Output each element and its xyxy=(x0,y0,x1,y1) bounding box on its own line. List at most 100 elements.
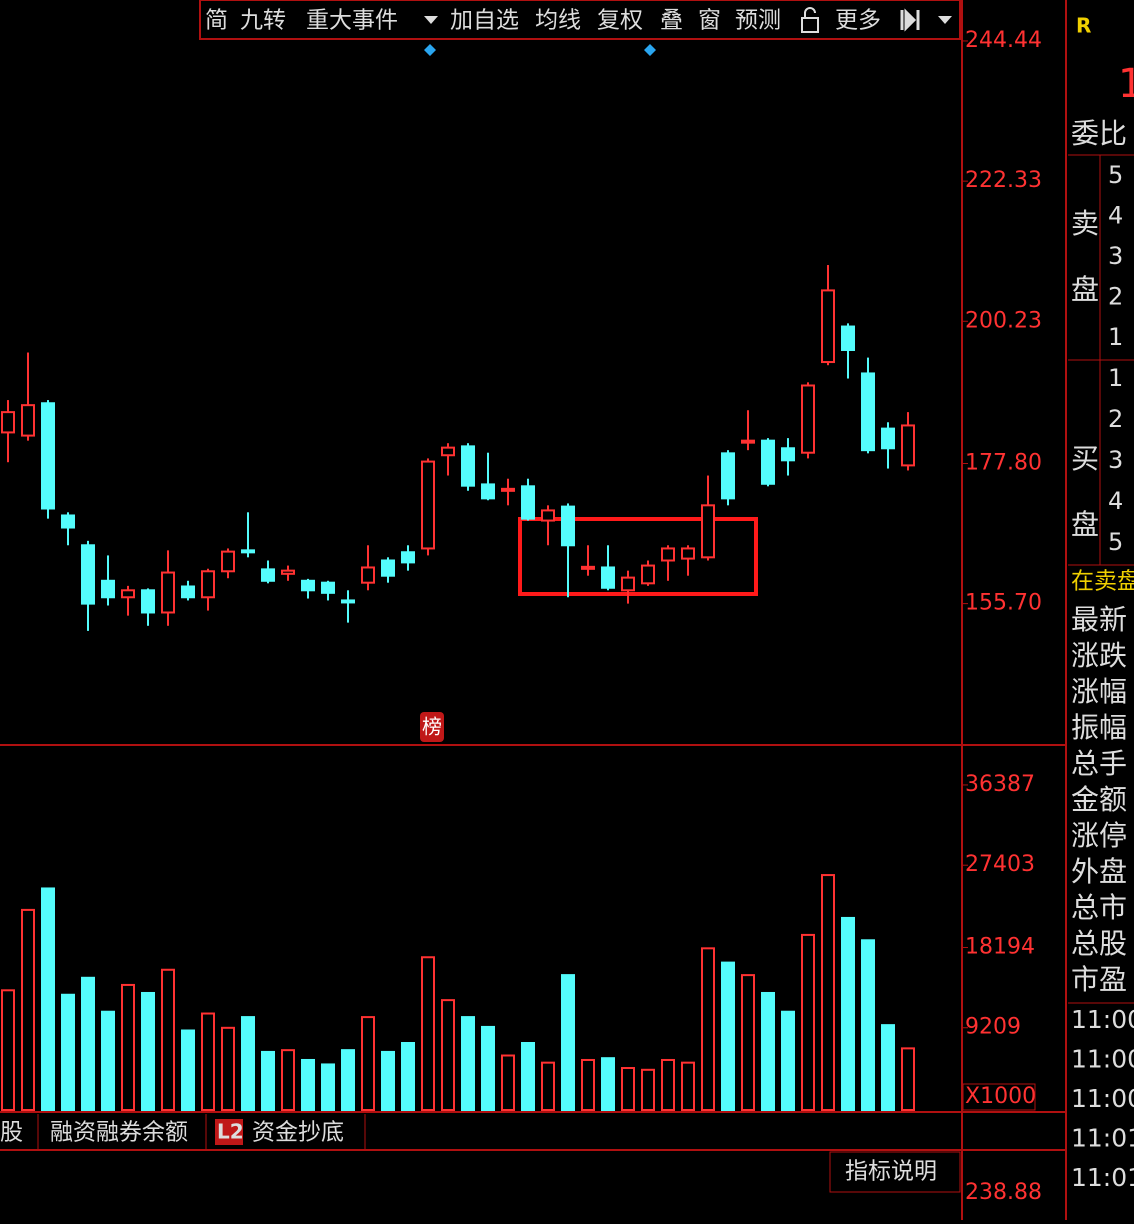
volume-bar xyxy=(561,974,575,1111)
volume-bar xyxy=(701,947,715,1112)
tab[interactable]: 资金抄底 xyxy=(252,1120,344,1146)
tab[interactable]: 融资融券余额 xyxy=(50,1120,188,1146)
field-label: 涨幅 xyxy=(1071,675,1127,708)
candle-body xyxy=(821,289,835,364)
field-label: 涨停 xyxy=(1071,819,1127,852)
candle-body xyxy=(621,576,635,592)
volume-bar xyxy=(441,999,455,1112)
sell-level: 5 xyxy=(1108,161,1123,189)
candle-body xyxy=(561,505,575,547)
candle-body xyxy=(521,485,535,520)
volume-bar xyxy=(201,1012,215,1111)
volume-bar xyxy=(421,956,435,1112)
candle-body xyxy=(461,445,475,487)
trade-time: 11:00 xyxy=(1071,1005,1134,1034)
buy-label: 买盘 xyxy=(1071,442,1099,541)
toolbar-item[interactable]: 预测 xyxy=(735,8,781,34)
sell-level: 4 xyxy=(1108,202,1123,230)
sell-label: 卖盘 xyxy=(1071,207,1099,306)
toolbar-item[interactable]: 简 xyxy=(205,8,228,34)
candle-body xyxy=(681,547,695,560)
volume-tick-label: 18194 xyxy=(965,934,1035,959)
price-big: 1 xyxy=(1118,61,1134,107)
volume-bar xyxy=(681,1061,695,1111)
candle-body xyxy=(101,579,115,599)
candle-body xyxy=(541,509,555,522)
volume-bar xyxy=(481,1025,495,1112)
candle-body xyxy=(441,446,455,457)
candle-body xyxy=(201,570,215,599)
volume-bar xyxy=(161,968,175,1111)
candle-body xyxy=(401,551,415,564)
candle-body xyxy=(281,569,295,575)
lock-icon[interactable] xyxy=(801,7,819,33)
sell-level: 1 xyxy=(1108,323,1123,351)
help-box[interactable] xyxy=(829,1151,961,1193)
candle-body xyxy=(361,566,375,584)
tab[interactable]: L2 xyxy=(217,1120,244,1144)
volume-bar xyxy=(841,916,855,1111)
trade-time: 11:00 xyxy=(1071,1084,1134,1113)
volume-bar xyxy=(261,1050,275,1111)
field-label: 外盘 xyxy=(1071,855,1127,888)
toolbar-item[interactable]: 均线 xyxy=(535,8,581,34)
volume-bar xyxy=(141,991,155,1111)
volume-bar xyxy=(881,1024,895,1111)
badge: 榜 xyxy=(422,715,442,739)
trade-time: 11:01 xyxy=(1071,1124,1134,1153)
toolbar-item[interactable]: 窗 xyxy=(698,8,721,34)
toolbar-item[interactable]: 加自选 xyxy=(450,8,519,34)
y-tick-label: 177.80 xyxy=(965,450,1042,475)
tab[interactable]: 股 xyxy=(0,1120,23,1146)
candle-body xyxy=(861,372,875,452)
volume-bar xyxy=(461,1016,475,1112)
buy-level: 2 xyxy=(1108,405,1123,433)
volume-bar xyxy=(301,1058,315,1112)
candle-body xyxy=(581,565,595,570)
volume-bar xyxy=(901,1047,915,1112)
volume-bar xyxy=(661,1058,675,1112)
y-tick-label: 200.23 xyxy=(965,308,1042,333)
candle-body xyxy=(421,460,435,550)
candle-body xyxy=(781,447,795,462)
buy-level: 1 xyxy=(1108,364,1123,392)
volume-bar xyxy=(81,976,95,1111)
weibi: 委比 xyxy=(1071,117,1127,150)
volume-bar xyxy=(821,874,835,1111)
collapse-icon[interactable] xyxy=(900,8,920,32)
candle-body xyxy=(661,547,675,562)
markers xyxy=(424,44,656,56)
buy-level: 4 xyxy=(1108,487,1123,515)
toolbar-item[interactable]: 叠 xyxy=(660,8,683,34)
volume-bar xyxy=(741,974,755,1111)
volume-bar xyxy=(101,1010,115,1112)
toolbar-item[interactable]: 复权 xyxy=(597,8,643,34)
field-label: 金额 xyxy=(1071,783,1127,816)
toolbar-item[interactable]: 更多 xyxy=(835,8,881,34)
volume-bar xyxy=(241,1016,255,1112)
volume-bar xyxy=(501,1054,515,1111)
candle-body xyxy=(841,325,855,351)
volume-bar xyxy=(61,993,75,1112)
lower-axis-label: 238.88 xyxy=(965,1180,1042,1205)
y-tick-label: 155.70 xyxy=(965,591,1042,616)
candle-body xyxy=(601,566,615,589)
candle-body xyxy=(321,581,335,594)
field-label: 市盈 xyxy=(1071,963,1127,996)
candle-body xyxy=(881,427,895,450)
candle-body xyxy=(161,571,175,614)
toolbar-item[interactable]: 重大事件 xyxy=(306,8,398,34)
toolbar-item[interactable]: 九转 xyxy=(240,8,286,34)
candle-body xyxy=(61,514,75,529)
volume-bar xyxy=(761,991,775,1111)
field-label: 总股 xyxy=(1071,927,1127,960)
y-tick-label: 244.44 xyxy=(965,28,1042,53)
trade-time: 11:00 xyxy=(1071,1045,1134,1074)
candle-body xyxy=(261,568,275,582)
field-label: 总市 xyxy=(1071,891,1127,924)
candle-body xyxy=(721,452,735,500)
volume-bar xyxy=(401,1042,415,1111)
help[interactable]: 指标说明 xyxy=(845,1159,937,1185)
volume-bar xyxy=(341,1049,355,1112)
